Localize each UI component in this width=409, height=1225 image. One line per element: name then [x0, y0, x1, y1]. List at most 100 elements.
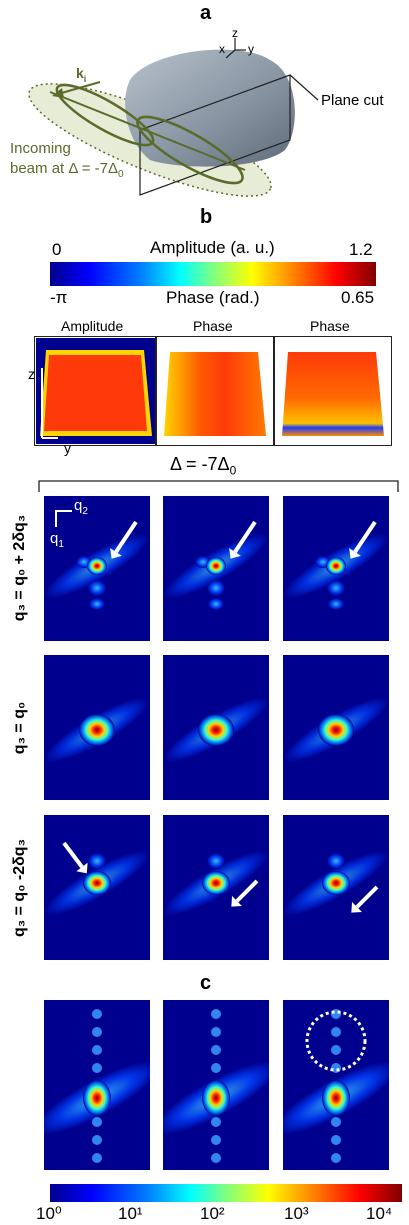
projection-fringe: [211, 1009, 221, 1019]
diffraction-r3-c3: [283, 815, 389, 960]
arrow-icon: [351, 885, 379, 913]
beam-label-2-text: beam at Δ = -7Δ: [10, 160, 119, 177]
projection-fringe: [92, 1009, 102, 1019]
diffraction-core: [202, 871, 230, 895]
diffraction-core: [206, 557, 226, 575]
plane-cut-label: Plane cut: [321, 92, 384, 109]
beam-label-2: beam at Δ = -7Δ0: [10, 160, 124, 180]
panel-a-label: a: [200, 2, 212, 24]
row-label-zero: q₃ = q₀: [11, 701, 28, 755]
diffraction-r1-c2: [163, 496, 269, 641]
projection-c2: [163, 1000, 269, 1170]
q2-text: q: [74, 497, 83, 514]
cb-tick-0: 10⁰: [36, 1204, 62, 1223]
projection-fringe: [331, 1117, 341, 1127]
projection-fringe: [92, 1135, 102, 1145]
q-axes-icon: [55, 510, 72, 527]
highlight-circle: [305, 1010, 367, 1072]
maps-divider-2: [273, 336, 275, 446]
arrow-icon: [231, 879, 259, 907]
arrow-icon: [110, 520, 138, 559]
diffraction-core: [87, 557, 107, 575]
diffraction-r3-c2: [163, 815, 269, 960]
beam-edge-top: [49, 91, 246, 171]
arrow-icon: [229, 520, 257, 559]
projection-fringe: [92, 1063, 102, 1073]
beam-label-1: Incoming: [10, 140, 71, 157]
projection-c3: [283, 1000, 389, 1170]
diffraction-fringe: [89, 598, 105, 610]
amp-max-label: 1.2: [349, 240, 373, 259]
phase-map-2: [282, 352, 384, 436]
phase-title: Phase (rad.): [166, 288, 260, 307]
plane-cut-outline: [139, 74, 291, 196]
beam-ring-right: [136, 115, 244, 185]
arrow-icon: [349, 520, 377, 559]
projection-fringe: [211, 1045, 221, 1055]
map-title-phase-1: Phase: [190, 318, 236, 334]
crystal-shape: [125, 49, 295, 167]
arrow-icon: [62, 841, 88, 874]
diffraction-fringe: [207, 853, 225, 869]
projection-fringe: [92, 1153, 102, 1163]
projection-fringe: [211, 1153, 221, 1163]
maps-frame: [34, 336, 392, 446]
q2-sub: 2: [82, 506, 88, 517]
projection-core: [202, 1080, 230, 1116]
delta-label-text: Δ = -7Δ: [170, 454, 230, 474]
q1-text: q: [50, 530, 59, 547]
delta-label-sub: 0: [229, 463, 237, 478]
phase-min-label: -π: [50, 288, 68, 307]
ki-label: ki: [76, 65, 86, 84]
diffraction-r2-c2: [163, 655, 269, 800]
cb-tick-3: 10³: [284, 1204, 309, 1223]
panel-b-label: b: [200, 206, 213, 228]
phase-map-1: [164, 352, 266, 436]
projection-core: [83, 1080, 111, 1116]
map-title-phase-2: Phase: [307, 318, 353, 334]
projection-core: [322, 1080, 350, 1116]
diffraction-fringe: [88, 580, 106, 596]
projection-fringe: [211, 1063, 221, 1073]
projection-fringe: [92, 1117, 102, 1127]
projection-fringe: [92, 1027, 102, 1037]
axis-z-label: z: [232, 26, 238, 40]
row-label-plus: q₃ = q₀ + 2δq₃: [11, 514, 28, 622]
projection-fringe: [92, 1045, 102, 1055]
cb-tick-4: 10⁴: [366, 1204, 393, 1223]
diffraction-fringe: [88, 853, 106, 869]
amp-min-label: 0: [52, 240, 62, 259]
axis-y-label: y: [248, 42, 254, 56]
diffraction-fringe: [207, 580, 225, 596]
q2-label: q2: [74, 497, 88, 517]
map-axis-y: y: [64, 440, 71, 456]
delta-label: Δ = -7Δ0: [170, 454, 236, 478]
map-title-amplitude: Amplitude: [58, 318, 127, 334]
panel-a-illustration: [28, 38, 319, 197]
diffraction-r2-c3: [283, 655, 389, 800]
projection-c1: [44, 1000, 150, 1170]
diffraction-core: [83, 871, 111, 895]
diffraction-r1-c3: [283, 496, 389, 641]
q1-sub: 1: [58, 539, 64, 550]
projection-fringe: [211, 1135, 221, 1145]
intensity-colorbar: [50, 1184, 402, 1202]
projection-fringe: [331, 1027, 341, 1037]
diffraction-core: [198, 714, 234, 746]
delta-bracket: [38, 480, 399, 492]
diffraction-core: [318, 714, 354, 746]
diffraction-r3-c1: [44, 815, 150, 960]
amplitude-map: [40, 350, 152, 439]
maps-divider-1: [155, 336, 157, 446]
diffraction-fringe: [208, 598, 224, 610]
projection-fringe: [331, 1135, 341, 1145]
diffraction-core: [322, 871, 350, 895]
projection-fringe: [211, 1117, 221, 1127]
ki-arrow: [52, 88, 64, 98]
diffraction-fringe: [328, 598, 344, 610]
ki-sub: i: [83, 73, 87, 84]
beam-label-2-sub: 0: [118, 169, 124, 180]
amp-title: Amplitude (a. u.): [150, 238, 275, 257]
diffraction-fringe: [327, 853, 345, 869]
diffraction-core: [79, 714, 115, 746]
